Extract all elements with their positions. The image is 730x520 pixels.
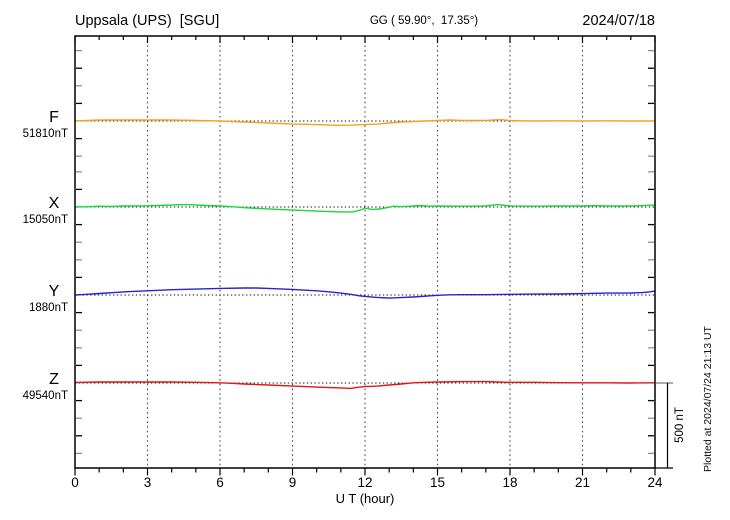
plot-date: 2024/07/18 <box>582 13 655 29</box>
vertical-gridlines <box>146 36 584 468</box>
series-value-f: 51810nT <box>23 128 68 140</box>
series-letter-y: Y <box>49 283 60 300</box>
hour-label-15: 15 <box>430 475 445 490</box>
trace-x <box>74 203 656 213</box>
trace-y <box>74 287 656 299</box>
hour-label-24: 24 <box>647 475 663 490</box>
hour-label-9: 9 <box>289 475 297 490</box>
trace-z <box>74 380 656 390</box>
series-value-z: 49540nT <box>23 390 68 402</box>
trace-curves <box>74 118 656 390</box>
trace-f <box>74 118 656 126</box>
x-axis-title: U T (hour) <box>336 491 395 506</box>
hour-label-18: 18 <box>502 475 517 490</box>
series-value-y: 1880nT <box>29 302 68 314</box>
hour-labels: 0 3 6 9 12 15 18 21 24 <box>71 475 663 490</box>
series-value-x: 15050nT <box>23 214 68 226</box>
hour-label-6: 6 <box>216 475 224 490</box>
geographic-coordinates: GG ( 59.90°, 17.35°) <box>370 15 478 27</box>
station-title: Uppsala (UPS) [SGU] <box>75 13 219 29</box>
series-letter-z: Z <box>49 371 59 388</box>
amplitude-ticks <box>76 49 654 455</box>
hour-label-3: 3 <box>144 475 152 490</box>
plot-frame <box>74 35 656 469</box>
hour-label-21: 21 <box>575 475 590 490</box>
baseline-dotted-lines <box>75 120 655 384</box>
hour-label-12: 12 <box>357 475 372 490</box>
scale-bar-label: 500 nT <box>674 407 686 443</box>
series-letter-x: X <box>49 195 60 212</box>
series-letter-f: F <box>49 109 59 126</box>
plotted-timestamp: Plotted at 2024/07/24 21:13 UT <box>702 325 714 472</box>
hour-label-0: 0 <box>71 475 79 490</box>
